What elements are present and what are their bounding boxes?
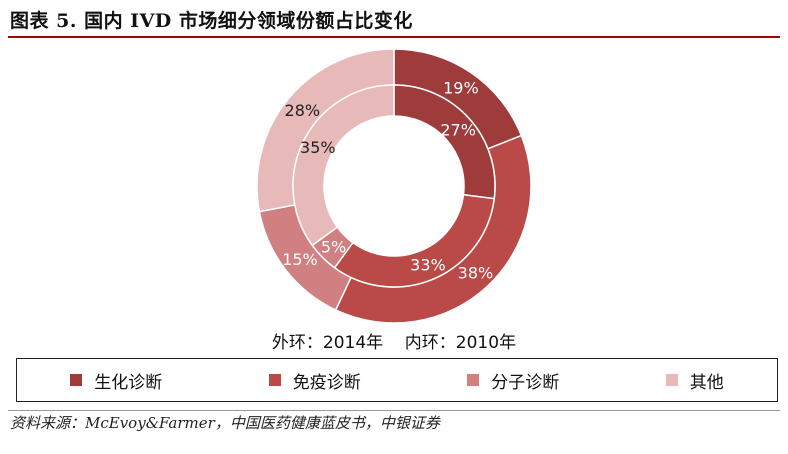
slice-label-outer-2: 15% [282, 250, 318, 269]
legend-item-2: 分子诊断 [467, 368, 559, 393]
slice-label-outer-3: 28% [285, 101, 321, 120]
slice-outer-1 [334, 134, 532, 324]
title-divider [8, 36, 780, 38]
slice-inner-1 [333, 193, 496, 288]
chart-title: 图表 5. 国内 IVD 市场细分领域份额占比变化 [10, 10, 413, 32]
legend: 生化诊断 免疫诊断 分子诊断 其他 [16, 358, 778, 402]
legend-label: 其他 [689, 372, 724, 393]
legend-swatch [467, 374, 480, 386]
legend-item-0: 生化诊断 [70, 368, 162, 393]
slice-inner-3 [292, 84, 395, 247]
slice-label-inner-2: 5% [321, 237, 346, 256]
legend-swatch [665, 374, 678, 386]
donut-chart: 19% 38% 15% 28% 27% 33% 5% 35% [256, 48, 532, 324]
legend-item-1: 免疫诊断 [268, 368, 361, 393]
ring-caption: 外环：2014年 内环：2010年 [271, 333, 517, 353]
slice-label-outer-1: 38% [458, 264, 494, 283]
slice-label-outer-0: 19% [443, 79, 479, 98]
legend-label: 免疫诊断 [292, 372, 361, 393]
legend-swatch [268, 374, 281, 386]
legend-label: 分子诊断 [491, 372, 560, 393]
source-note: 资料来源：McEvoy&Farmer，中国医药健康蓝皮书，中银证券 [10, 414, 440, 432]
slice-label-inner-3: 35% [300, 138, 336, 157]
slice-label-inner-1: 33% [410, 255, 446, 274]
legend-swatch [70, 374, 83, 386]
slice-label-inner-0: 27% [440, 120, 476, 139]
source-divider [8, 410, 780, 411]
legend-label: 生化诊断 [94, 372, 163, 393]
legend-item-3: 其他 [665, 368, 724, 393]
